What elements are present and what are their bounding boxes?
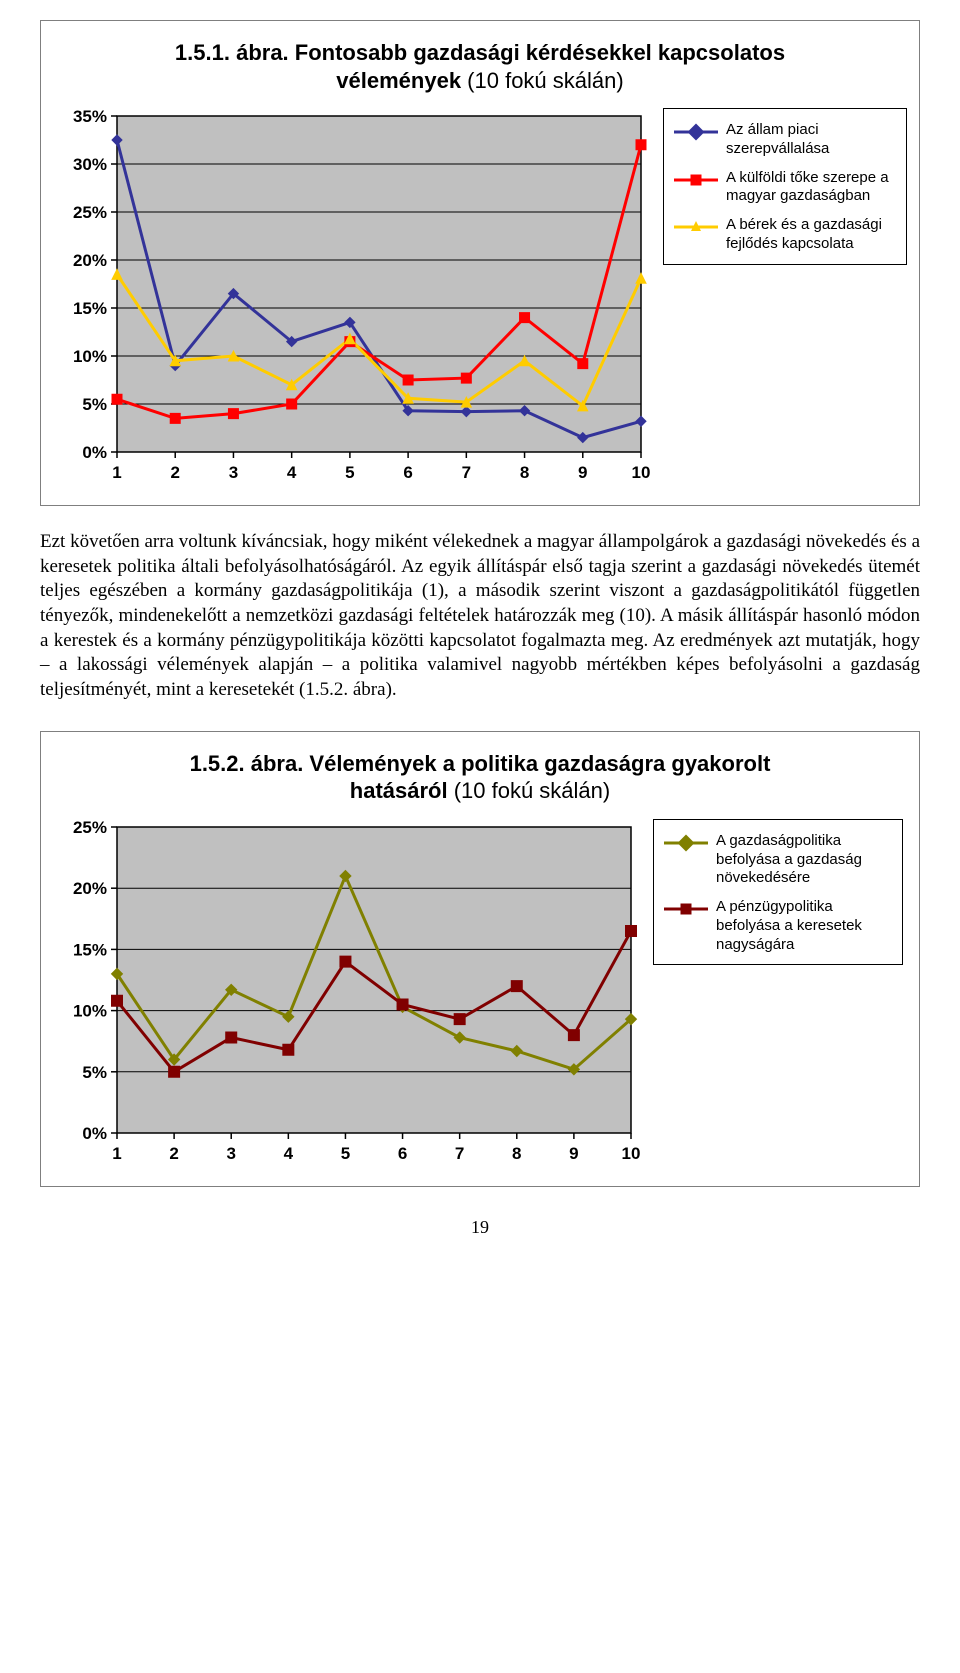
chart-1-container: 1.5.1. ábra. Fontosabb gazdasági kérdése… — [40, 20, 920, 506]
svg-text:5%: 5% — [82, 1063, 107, 1082]
svg-text:15%: 15% — [73, 940, 107, 959]
svg-text:8: 8 — [512, 1144, 521, 1163]
svg-text:5%: 5% — [82, 395, 107, 414]
svg-text:1: 1 — [112, 1144, 121, 1163]
svg-text:20%: 20% — [73, 251, 107, 270]
legend-item: A pénzügypolitika befolyása a keresetek … — [664, 898, 892, 954]
legend-label: A külföldi tőke szerepe a magyar gazdasá… — [726, 169, 896, 207]
svg-text:9: 9 — [578, 463, 587, 482]
svg-text:4: 4 — [284, 1144, 294, 1163]
svg-text:20%: 20% — [73, 879, 107, 898]
chart-2-legend: A gazdaságpolitika befolyása a gazdaság … — [653, 819, 903, 966]
svg-text:30%: 30% — [73, 155, 107, 174]
svg-text:35%: 35% — [73, 108, 107, 126]
svg-text:15%: 15% — [73, 299, 107, 318]
legend-item: A bérek és a gazdasági fejlődés kapcsola… — [674, 216, 896, 254]
svg-text:5: 5 — [341, 1144, 350, 1163]
svg-text:10%: 10% — [73, 1001, 107, 1020]
svg-text:10%: 10% — [73, 347, 107, 366]
svg-text:7: 7 — [462, 463, 471, 482]
chart-2-container: 1.5.2. ábra. Vélemények a politika gazda… — [40, 731, 920, 1187]
chart-1-title: 1.5.1. ábra. Fontosabb gazdasági kérdése… — [170, 39, 790, 94]
svg-text:0%: 0% — [82, 1124, 107, 1143]
legend-item: A gazdaságpolitika befolyása a gazdaság … — [664, 832, 892, 888]
svg-text:25%: 25% — [73, 203, 107, 222]
chart-2-plot: 0% 5% 10% 15% 20% 25% 1 2 3 4 5 6 7 8 9 10 — [53, 819, 643, 1174]
legend-label: A gazdaságpolitika befolyása a gazdaság … — [716, 832, 892, 888]
svg-text:8: 8 — [520, 463, 529, 482]
legend-item: Az állam piaci szerepvállalása — [674, 121, 896, 159]
chart-2-title: 1.5.2. ábra. Vélemények a politika gazda… — [170, 750, 790, 805]
svg-text:9: 9 — [569, 1144, 578, 1163]
svg-text:3: 3 — [229, 463, 238, 482]
legend-label: A bérek és a gazdasági fejlődés kapcsola… — [726, 216, 896, 254]
page-number: 19 — [40, 1217, 920, 1238]
chart-1-plot: 0% 5% 10% 15% 20% 25% 30% 35% 1 2 3 4 5 6 7 8 9 10 — [53, 108, 653, 493]
legend-item: A külföldi tőke szerepe a magyar gazdasá… — [674, 169, 896, 207]
svg-text:6: 6 — [398, 1144, 407, 1163]
svg-text:2: 2 — [170, 463, 179, 482]
legend-label: Az állam piaci szerepvállalása — [726, 121, 896, 159]
chart-1-legend: Az állam piaci szerepvállalása A külföldi… — [663, 108, 907, 265]
svg-text:7: 7 — [455, 1144, 464, 1163]
svg-text:10: 10 — [632, 463, 651, 482]
svg-text:3: 3 — [226, 1144, 235, 1163]
legend-label: A pénzügypolitika befolyása a keresetek … — [716, 898, 892, 954]
svg-text:10: 10 — [622, 1144, 641, 1163]
svg-text:4: 4 — [287, 463, 297, 482]
svg-text:25%: 25% — [73, 819, 107, 837]
chart-2-title-normal: (10 fokú skálán) — [448, 778, 611, 803]
svg-text:2: 2 — [169, 1144, 178, 1163]
svg-text:6: 6 — [403, 463, 412, 482]
svg-text:1: 1 — [112, 463, 121, 482]
svg-text:5: 5 — [345, 463, 354, 482]
chart-1-title-normal: (10 fokú skálán) — [461, 68, 624, 93]
svg-text:0%: 0% — [82, 443, 107, 462]
body-paragraph: Ezt követően arra voltunk kíváncsiak, ho… — [40, 530, 920, 703]
